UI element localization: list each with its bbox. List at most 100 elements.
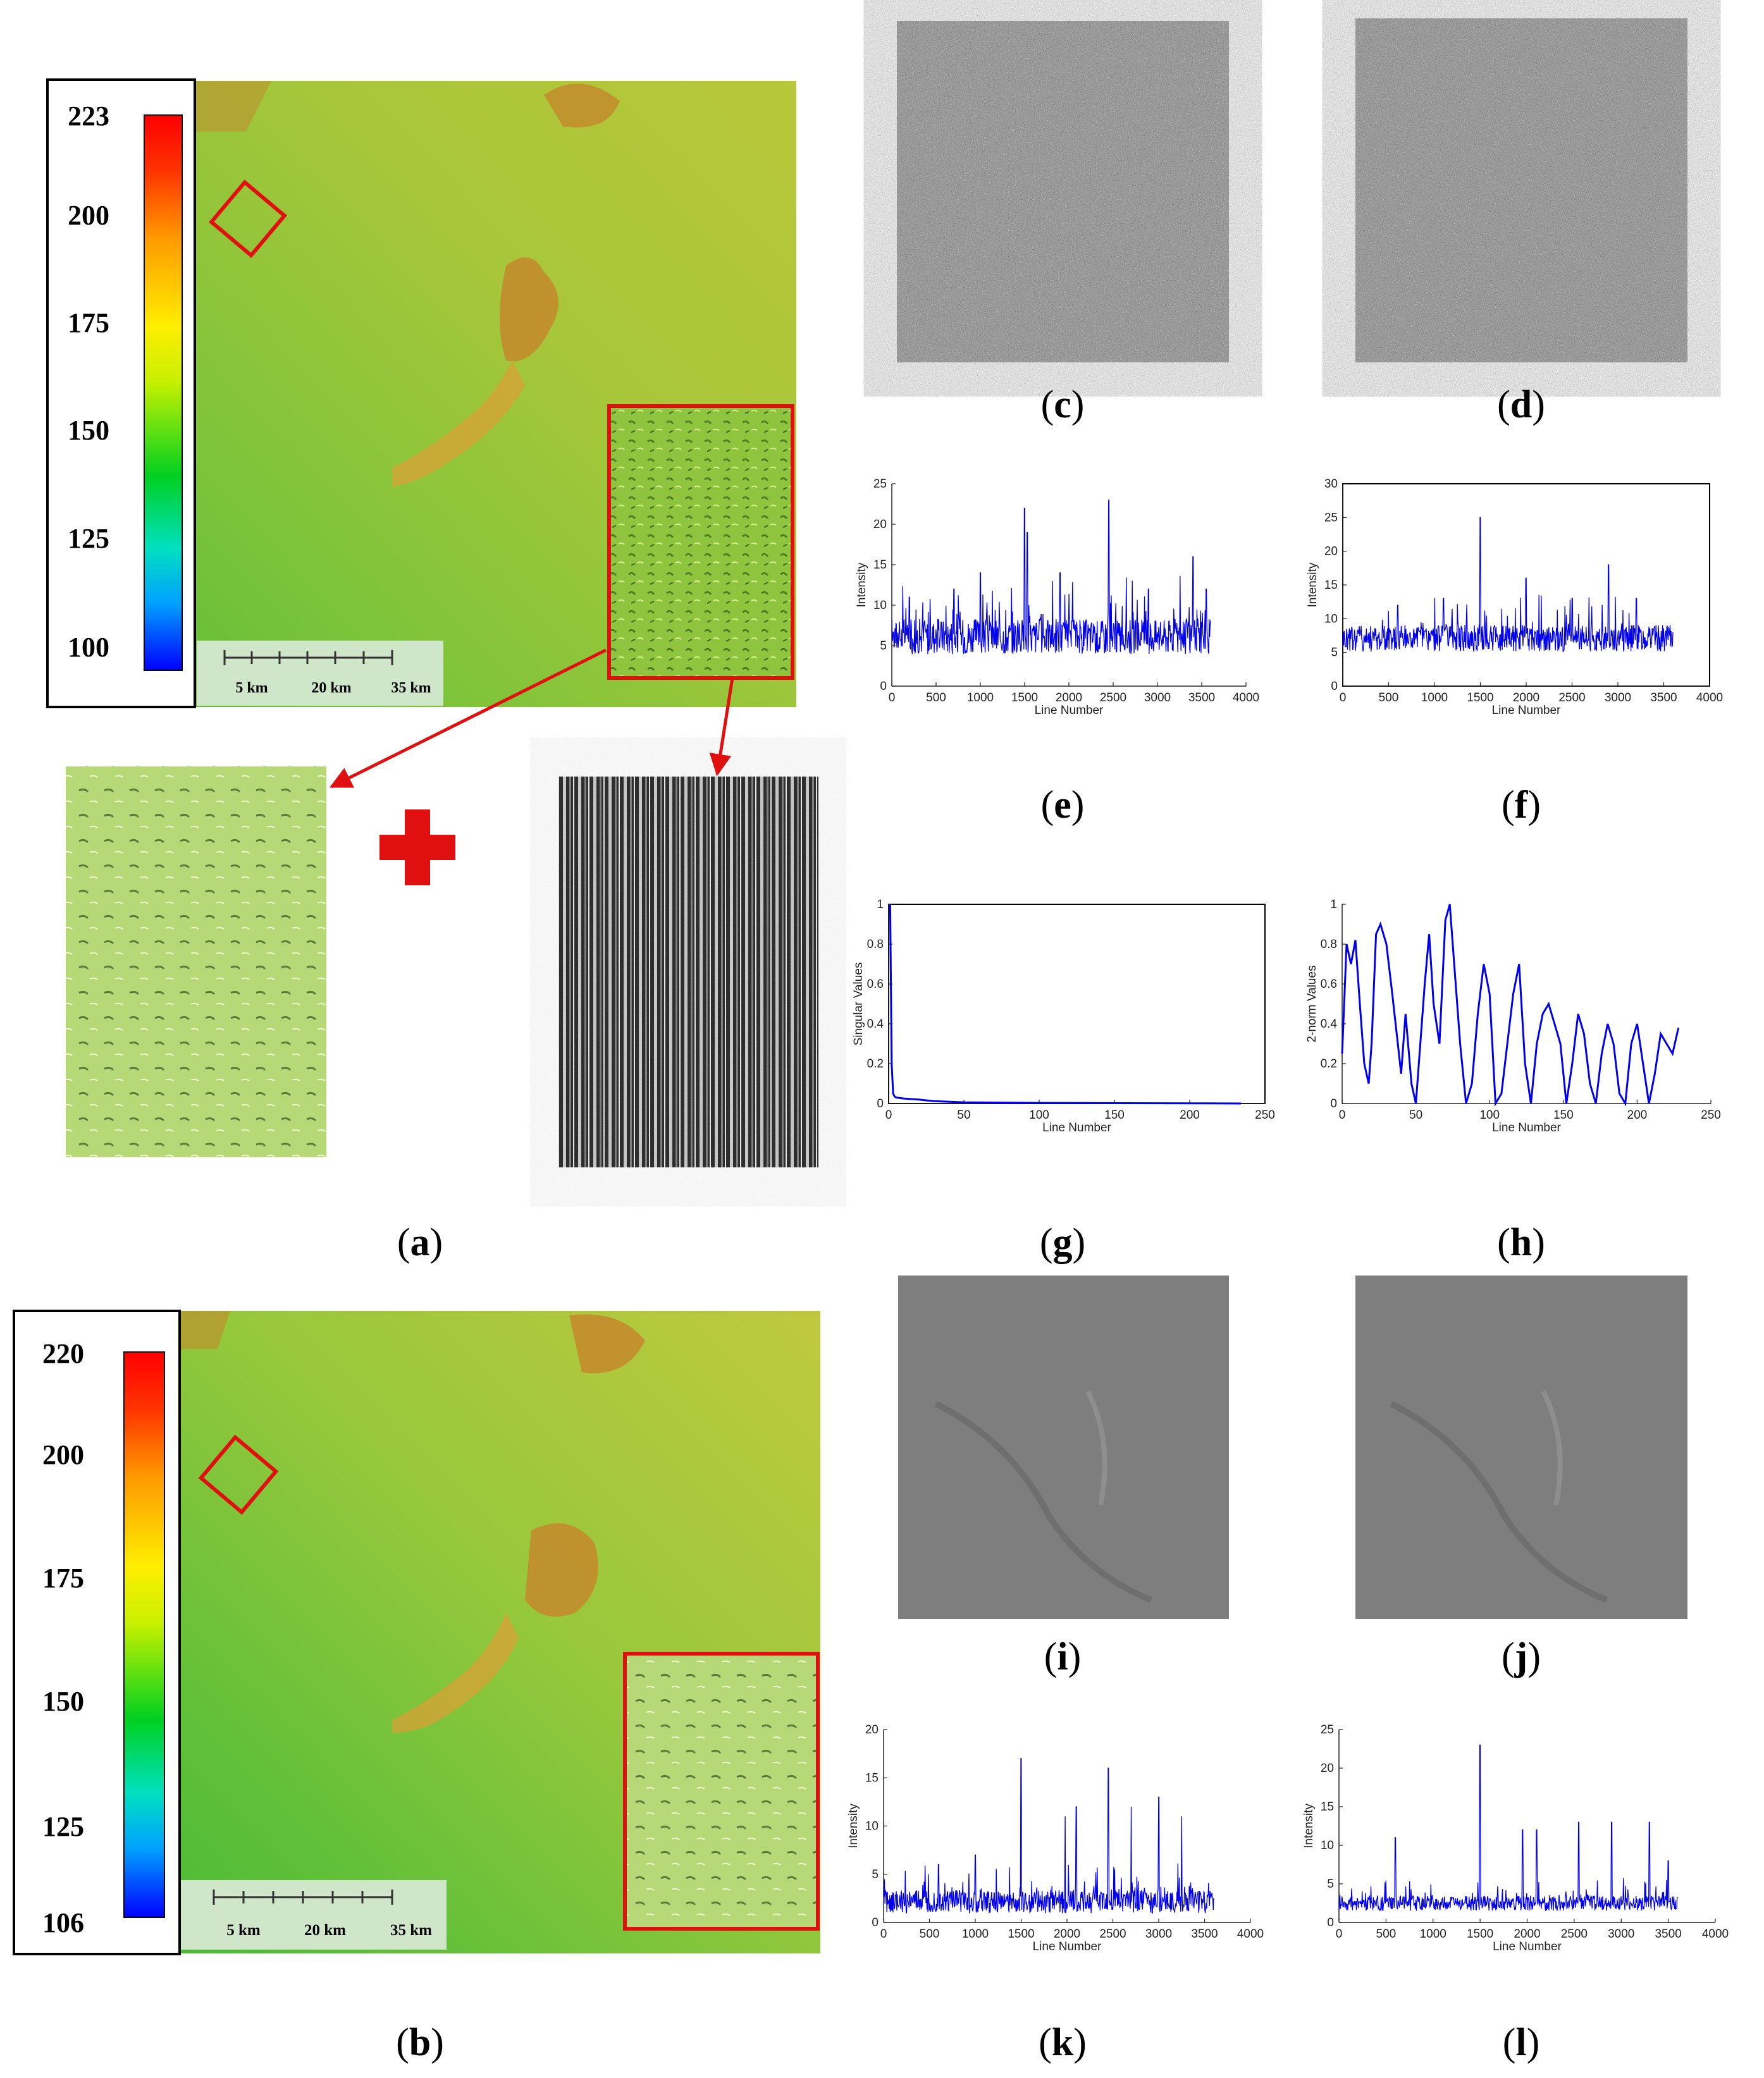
x-tick-label: 4000 <box>1233 691 1259 704</box>
scale-label: 20 km <box>304 1922 346 1939</box>
y-tick-label: 0 <box>880 680 887 693</box>
data-series-line <box>889 904 1241 1105</box>
y-tick-label: 25 <box>1321 1723 1334 1737</box>
y-tick-label: 0 <box>877 1097 884 1110</box>
x-tick-label: 4000 <box>1702 1927 1729 1941</box>
x-tick-label: 3000 <box>1608 1927 1634 1941</box>
y-tick-label: 30 <box>1324 477 1338 491</box>
panel-label-h: (h) <box>1497 1221 1545 1264</box>
colorbar-tick-label: 200 <box>68 200 109 231</box>
x-tick-label: 500 <box>1376 1927 1397 1941</box>
x-tick-label: 0 <box>1340 691 1347 704</box>
colorbar-tick-label: 125 <box>68 523 109 554</box>
x-axis-label: Line Number <box>1035 704 1104 717</box>
y-tick-label: 5 <box>880 639 887 653</box>
plot-g: 0 50 100 150 200 250 0 0.2 0.4 0.6 0.8 1 Line Number… <box>852 898 1275 1134</box>
x-axis-label: Line Number <box>1033 1940 1102 1953</box>
y-tick-label: 0.4 <box>1321 1017 1338 1031</box>
panel-a: 5 km 20 km 35 km 223 200 175 150 125 100 <box>46 78 820 1167</box>
panel-c <box>897 21 1229 362</box>
panel-label-d: (d) <box>1497 383 1545 426</box>
plot-h: 0 50 100 150 200 250 0 0.2 0.4 0.6 0.8 1 Line Number… <box>1305 898 1721 1134</box>
y-tick-label: 25 <box>1324 511 1338 524</box>
y-tick-label: 10 <box>1324 612 1338 625</box>
scale-bar <box>223 650 393 665</box>
x-tick-label: 2000 <box>1513 691 1539 704</box>
colorbar-tick-label: 223 <box>68 101 109 132</box>
colorbar-tick-label: 150 <box>68 415 109 446</box>
y-axis-label: Singular Values <box>852 962 865 1046</box>
panel-label-a: (a) <box>397 1221 443 1264</box>
panel-label-b: (b) <box>396 2021 444 2064</box>
panel-label-l: (l) <box>1502 2021 1540 2064</box>
data-series-line <box>1342 517 1674 653</box>
arrow-to-stripes <box>709 677 734 777</box>
colorbar-tick-label: 220 <box>42 1338 84 1369</box>
x-tick-label: 500 <box>1379 691 1399 704</box>
plus-icon <box>379 809 455 885</box>
arrow-to-terrain <box>329 648 607 789</box>
y-tick-label: 15 <box>865 1771 879 1785</box>
y-tick-label: 1 <box>1330 898 1337 911</box>
colorbar <box>123 1351 165 1918</box>
y-tick-label: 10 <box>1321 1839 1334 1852</box>
x-tick-label: 2500 <box>1561 1927 1588 1941</box>
scale-label: 5 km <box>235 680 268 696</box>
plot-l: 0 500 1000 1500 2000 2500 3000 3500 4000 0 5 10 15 20… <box>1302 1723 1729 1953</box>
terrain-detail-image <box>66 766 326 1157</box>
panel-i <box>898 1276 1229 1619</box>
colorbar-tick-label: 175 <box>68 307 109 338</box>
x-tick-label: 3500 <box>1655 1927 1681 1941</box>
plot-f: 0 500 1000 1500 2000 2500 3000 3500 4000 0 5 10 15 20… <box>1306 477 1723 717</box>
x-tick-label: 3000 <box>1145 1927 1172 1941</box>
x-tick-label: 1000 <box>1420 1927 1446 1941</box>
y-tick-label: 0.8 <box>867 938 884 951</box>
panel-label-f: (f) <box>1502 784 1541 827</box>
y-tick-label: 0.4 <box>867 1017 884 1031</box>
x-tick-label: 200 <box>1180 1109 1200 1122</box>
scale-label: 35 km <box>391 680 431 696</box>
x-tick-label: 0 <box>885 1109 892 1122</box>
panel-j <box>1355 1276 1687 1619</box>
x-tick-label: 2500 <box>1099 1927 1126 1941</box>
y-tick-label: 1 <box>877 898 884 911</box>
data-series-line <box>1341 904 1680 1107</box>
panel-label-k: (k) <box>1039 2021 1087 2064</box>
x-axis-label: Line Number <box>1493 1940 1562 1953</box>
y-tick-label: 10 <box>865 1820 879 1833</box>
y-tick-label: 0.6 <box>867 978 884 991</box>
colorbar-tick-label: 200 <box>42 1439 84 1470</box>
y-tick-label: 5 <box>872 1868 879 1881</box>
x-axis-label: Line Number <box>1042 1121 1111 1134</box>
scale-bar-box <box>197 641 443 706</box>
y-axis-label: Intensity <box>847 1804 860 1848</box>
scale-label: 5 km <box>226 1922 261 1939</box>
scale-label: 20 km <box>311 680 351 696</box>
x-tick-label: 3500 <box>1188 691 1215 704</box>
x-tick-label: 0 <box>1336 1927 1343 1941</box>
y-axis-label: Intensity <box>1306 562 1319 607</box>
x-tick-label: 250 <box>1701 1109 1721 1122</box>
x-tick-label: 150 <box>1553 1109 1574 1122</box>
plot-frame <box>888 904 1266 1104</box>
colorbar <box>144 114 183 671</box>
x-tick-label: 0 <box>1339 1109 1346 1122</box>
x-tick-label: 1000 <box>1421 691 1448 704</box>
x-tick-label: 500 <box>926 691 946 704</box>
x-tick-label: 0 <box>880 1927 887 1941</box>
y-tick-label: 20 <box>865 1723 879 1737</box>
x-tick-label: 4000 <box>1237 1927 1264 1941</box>
x-tick-label: 500 <box>920 1927 940 1941</box>
scale-bar <box>213 1890 393 1905</box>
y-tick-label: 0 <box>872 1916 879 1929</box>
colorbar-tick-label: 106 <box>42 1907 84 1938</box>
data-series-line <box>891 499 1211 655</box>
x-tick-label: 1000 <box>962 1927 989 1941</box>
colorbar-tick-label: 175 <box>42 1563 84 1594</box>
panel-label-e: (e) <box>1040 784 1085 827</box>
x-tick-label: 250 <box>1255 1109 1275 1122</box>
x-tick-label: 50 <box>1409 1109 1422 1122</box>
y-axis-label: 2-norm Values <box>1305 965 1319 1042</box>
x-tick-label: 0 <box>889 691 896 704</box>
y-tick-label: 15 <box>1324 579 1338 592</box>
